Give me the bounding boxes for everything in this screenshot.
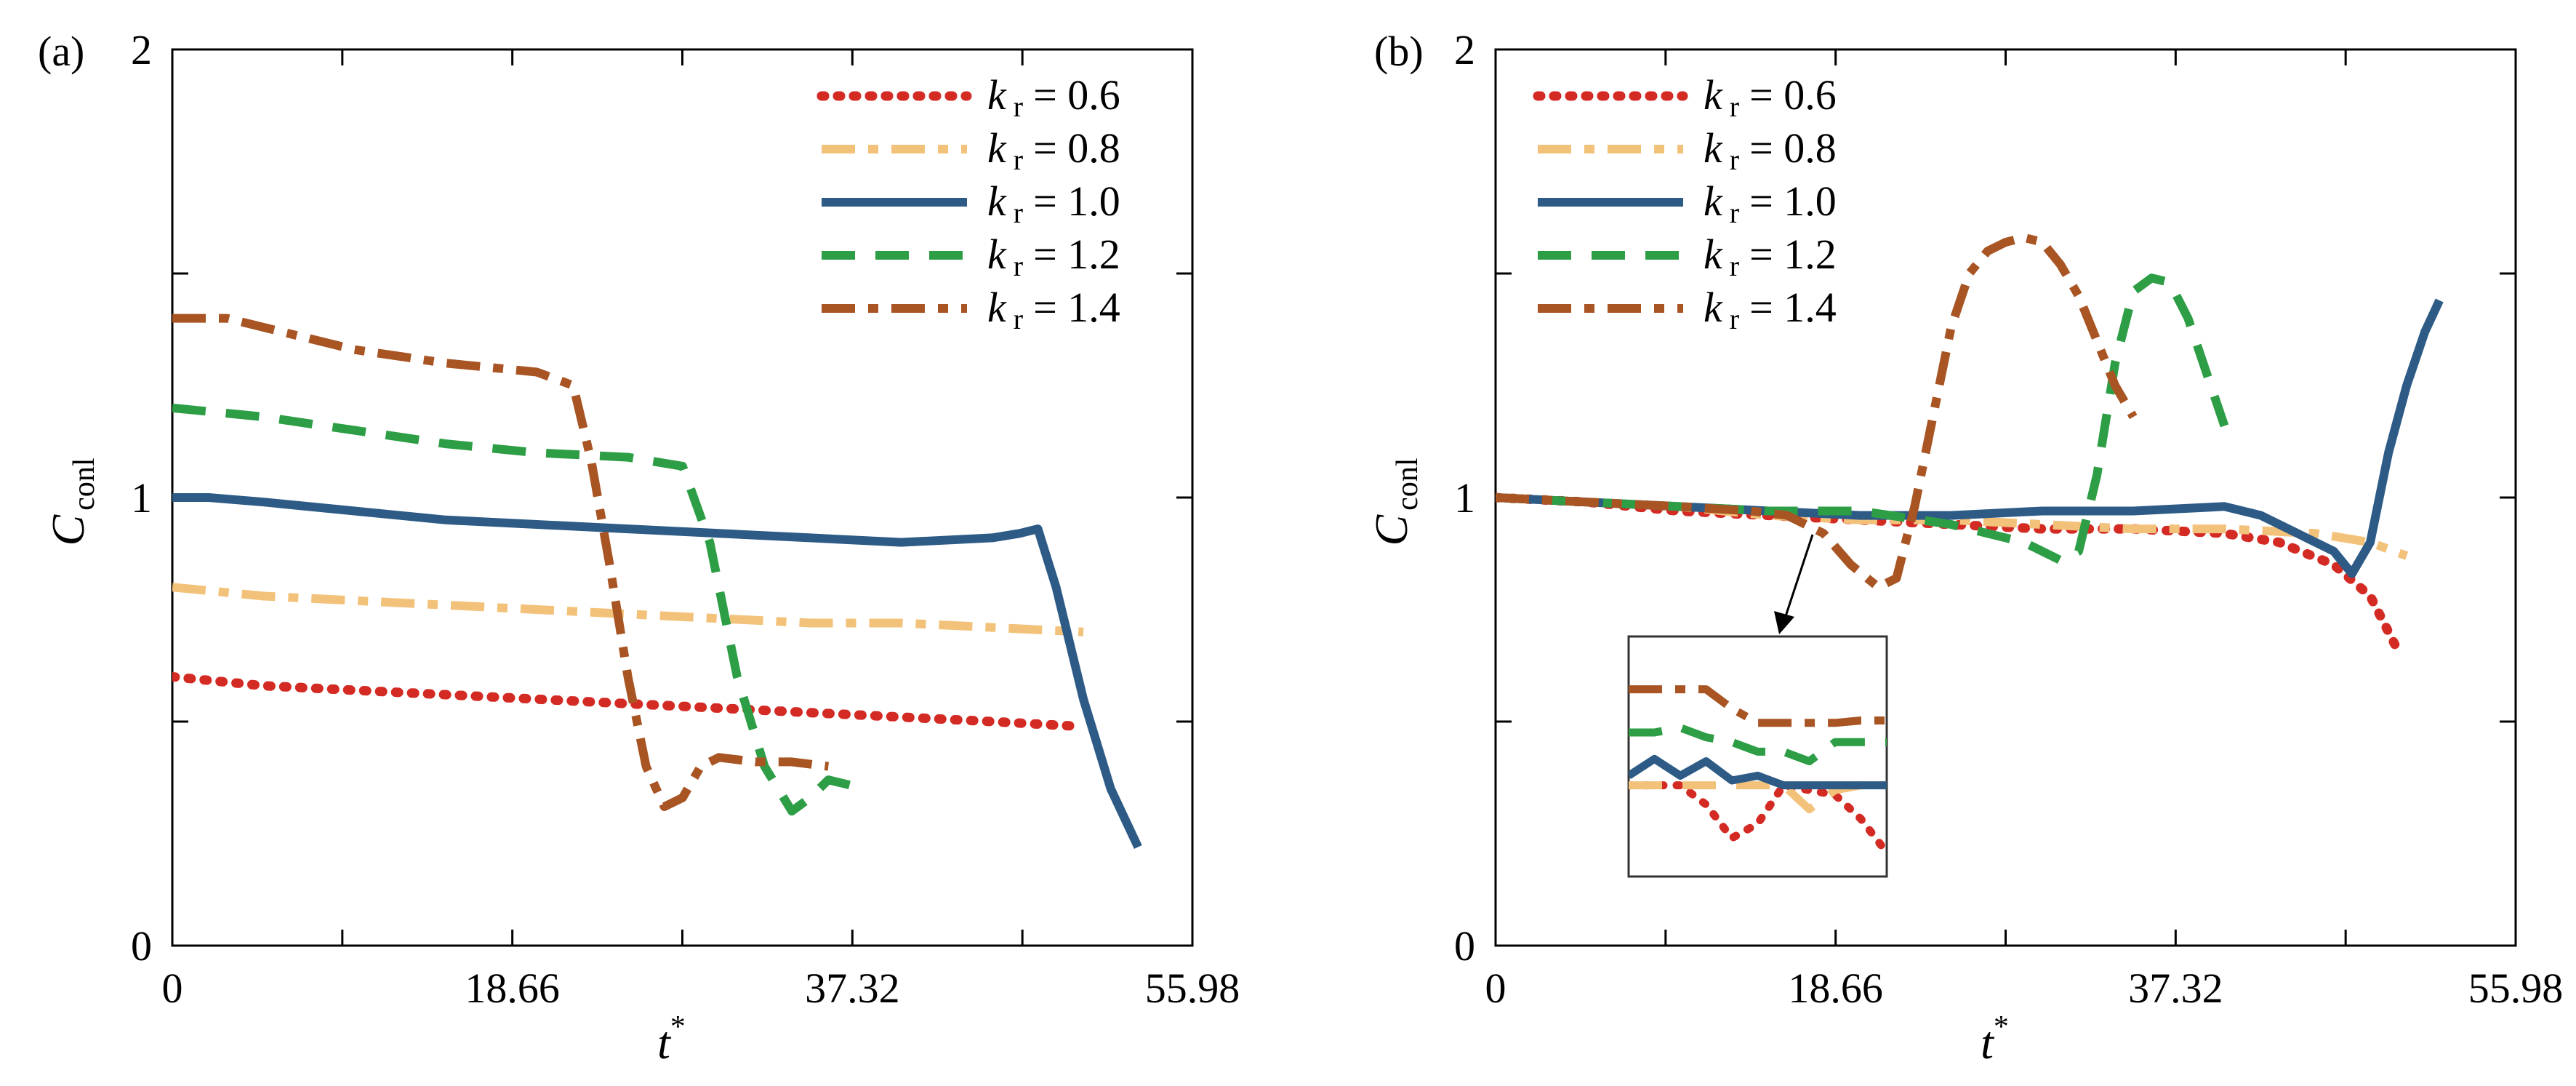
series-line-5: [1496, 233, 2138, 592]
series-line-5: [172, 314, 830, 811]
legend-sub: r: [1730, 196, 1739, 229]
y-tick-label: 0: [1454, 922, 1475, 970]
series-line-4: [172, 403, 866, 816]
x-tick-label: 18.66: [465, 965, 560, 1012]
x-axis-label: t*: [1981, 1010, 2009, 1069]
x-tick-label: 0: [162, 965, 183, 1012]
legend-label: k r = 0.8: [987, 124, 1120, 176]
inset-series-line-4: [1629, 723, 1887, 766]
legend-label: k r = 1.0: [987, 177, 1120, 229]
legend-label: k r = 0.6: [1704, 71, 1837, 123]
series-line-1: [172, 671, 1080, 731]
inset-arrow-head: [1774, 611, 1794, 634]
legend-sub: r: [1014, 143, 1023, 176]
legend-label: k r = 0.8: [1704, 124, 1837, 176]
x-axis-var: t: [1981, 1017, 1995, 1069]
legend-sub: r: [1730, 249, 1739, 282]
x-axis-label: t*: [657, 1010, 686, 1069]
panel-label: (b): [1374, 28, 1424, 75]
legend-label: k r = 1.0: [1704, 177, 1837, 229]
y-tick-label: 2: [1454, 26, 1475, 73]
legend-entry-4: k r = 1.2: [822, 231, 1120, 282]
legend-entry-3: k r = 1.0: [822, 177, 1120, 229]
legend-label: k r = 0.6: [987, 71, 1120, 123]
legend-var: k: [987, 71, 1007, 119]
x-tick-label: 55.98: [2468, 965, 2564, 1012]
legend-label: k r = 1.4: [987, 284, 1120, 335]
legend-entry-2: k r = 0.8: [1538, 124, 1837, 176]
legend-value: = 1.4: [1033, 284, 1120, 331]
inset-arrow-line: [1783, 534, 1814, 619]
legend-entry-5: k r = 1.4: [822, 284, 1120, 335]
series-line-3: [172, 493, 1142, 850]
y-tick-label: 0: [131, 922, 152, 970]
y-axis-label: Cconl: [1365, 458, 1424, 546]
legend-var: k: [1704, 231, 1723, 278]
y-axis-var: C: [42, 514, 94, 546]
legend-var: k: [987, 231, 1007, 278]
legend-sub: r: [1730, 90, 1739, 123]
legend-value: = 1.4: [1749, 284, 1837, 331]
legend-sub: r: [1014, 303, 1023, 335]
x-axis-sup: *: [1994, 1010, 2009, 1044]
legend-var: k: [1704, 177, 1723, 225]
legend-entry-4: k r = 1.2: [1538, 231, 1837, 282]
y-tick-label: 2: [131, 26, 152, 73]
legend-entry-3: k r = 1.0: [1538, 177, 1837, 229]
legend-sub: r: [1730, 303, 1739, 335]
legend-value: = 1.0: [1749, 177, 1837, 225]
series-line-2: [172, 583, 1084, 636]
legend-var: k: [1704, 284, 1723, 331]
x-axis-sup: *: [670, 1010, 686, 1044]
legend-value: = 0.8: [1033, 124, 1120, 172]
x-tick-label: 0: [1485, 965, 1506, 1012]
legend-var: k: [1704, 71, 1723, 119]
legend-var: k: [987, 284, 1007, 331]
legend-entry-2: k r = 0.8: [822, 124, 1120, 176]
legend-sub: r: [1014, 90, 1023, 123]
legend-label: k r = 1.2: [987, 231, 1120, 282]
panel-label: (a): [38, 28, 84, 75]
legend-entry-1: k r = 0.6: [816, 71, 1120, 123]
series-line-3: [1496, 298, 2444, 578]
legend-label: k r = 1.2: [1704, 231, 1837, 282]
x-tick-label: 37.32: [805, 965, 900, 1012]
series-line-4: [1496, 274, 2229, 565]
y-axis-label: Cconl: [42, 458, 101, 546]
y-tick-label: 1: [1454, 474, 1475, 522]
inset-box: [1627, 635, 1888, 878]
y-axis-var: C: [1365, 514, 1417, 546]
x-tick-label: 55.98: [1145, 965, 1240, 1012]
x-axis-var: t: [657, 1017, 672, 1069]
legend-entry-1: k r = 0.6: [1533, 71, 1837, 123]
legend-value: = 1.2: [1033, 231, 1120, 278]
legend-entry-5: k r = 1.4: [1538, 284, 1837, 335]
inset-series-line-5: [1629, 685, 1887, 727]
legend-var: k: [987, 124, 1007, 172]
legend-value: = 1.2: [1749, 231, 1837, 278]
legend-value: = 0.8: [1749, 124, 1837, 172]
y-tick-label: 1: [131, 474, 152, 522]
x-tick-label: 18.66: [1788, 965, 1883, 1012]
y-axis-sub: conl: [68, 458, 101, 511]
legend-value: = 1.0: [1033, 177, 1120, 225]
y-axis-sub: conl: [1391, 458, 1424, 511]
x-tick-label: 37.32: [2128, 965, 2223, 1012]
legend-label: k r = 1.4: [1704, 284, 1837, 335]
legend-sub: r: [1014, 249, 1023, 282]
legend-sub: r: [1730, 143, 1739, 176]
series-line-1: [1496, 492, 2403, 655]
legend-value: = 0.6: [1033, 71, 1120, 119]
legend-var: k: [987, 177, 1007, 225]
legend-var: k: [1704, 124, 1723, 172]
legend-value: = 0.6: [1749, 71, 1837, 119]
inset-series-line-3: [1629, 754, 1887, 790]
legend-sub: r: [1014, 196, 1023, 229]
